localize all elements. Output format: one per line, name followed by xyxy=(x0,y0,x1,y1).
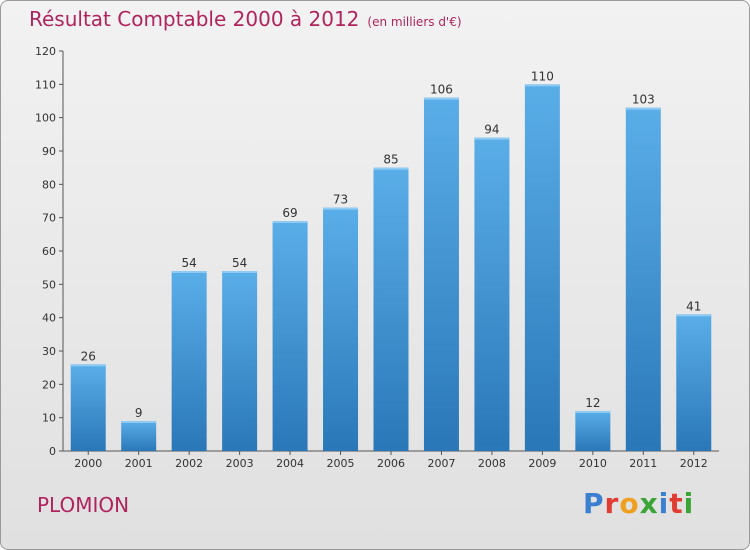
data-label-2003: 54 xyxy=(232,256,247,270)
bar-top-edge xyxy=(575,411,611,413)
y-tick-label: 120 xyxy=(35,45,56,58)
y-tick-label: 30 xyxy=(42,345,56,358)
proxiti-logo: Proxiti xyxy=(583,487,694,520)
data-label-2001: 9 xyxy=(135,406,143,420)
data-label-2004: 69 xyxy=(282,206,297,220)
bar-top-edge xyxy=(524,84,560,87)
logo-letter: x xyxy=(639,487,659,520)
bar-2012 xyxy=(676,314,712,451)
x-tick-label-2012: 2012 xyxy=(680,457,708,470)
y-tick-label: 50 xyxy=(42,278,56,291)
y-tick-label: 110 xyxy=(35,78,56,91)
bar-top-edge xyxy=(423,97,459,100)
bar-top-edge xyxy=(272,221,308,223)
bar-2007 xyxy=(423,97,459,452)
bar-2009 xyxy=(524,84,560,451)
data-label-2011: 103 xyxy=(632,93,655,107)
bar-2004 xyxy=(272,221,308,451)
title-text: Résultat Comptable 2000 à 2012 xyxy=(29,7,360,31)
bar-2008 xyxy=(474,137,510,451)
bar-2000 xyxy=(70,364,106,451)
logo-letter: i xyxy=(658,487,670,520)
y-tick-label: 80 xyxy=(42,178,56,191)
y-tick-label: 60 xyxy=(42,245,56,258)
logo-letter: t xyxy=(669,487,684,520)
y-tick-label: 20 xyxy=(42,378,56,391)
bar-top-edge xyxy=(373,167,409,170)
bar-top-edge xyxy=(323,207,359,210)
bars xyxy=(70,84,712,452)
data-label-2010: 12 xyxy=(585,396,600,410)
x-tick-label-2004: 2004 xyxy=(276,457,304,470)
axes: 0 10 20 30 40 50 60 70 80 90 100 110 120 2000 2001 2002… xyxy=(35,45,719,470)
data-label-2000: 26 xyxy=(81,349,96,363)
bar-top-edge xyxy=(70,364,106,367)
logo-letter: r xyxy=(604,487,620,520)
place-name: PLOMION xyxy=(37,493,130,517)
logo-letter: o xyxy=(619,487,640,520)
y-tick-label: 10 xyxy=(42,412,56,425)
x-tick-label-2007: 2007 xyxy=(427,457,455,470)
data-label-2009: 110 xyxy=(531,69,554,83)
data-label-2007: 106 xyxy=(430,83,453,97)
bar-top-edge xyxy=(474,137,510,140)
bar-top-edge xyxy=(121,421,157,423)
x-tick-label-2000: 2000 xyxy=(74,457,102,470)
bar-2010 xyxy=(575,411,611,451)
bar-2006 xyxy=(373,167,409,451)
y-tick-label: 40 xyxy=(42,312,56,325)
y-tick-label: 100 xyxy=(35,112,56,125)
x-tick-label-2005: 2005 xyxy=(327,457,355,470)
bar-top-edge xyxy=(625,107,661,110)
x-tick-label-2008: 2008 xyxy=(478,457,506,470)
data-label-2008: 94 xyxy=(484,123,499,137)
bar-2001 xyxy=(121,421,157,451)
data-label-2005: 73 xyxy=(333,193,348,207)
logo-letter: P xyxy=(583,487,605,520)
chart-subtitle: (en milliers d'€) xyxy=(367,15,462,29)
data-label-2012: 41 xyxy=(686,299,701,313)
x-tick-label-2003: 2003 xyxy=(226,457,254,470)
y-tick-label: 90 xyxy=(42,145,56,158)
x-tick-label-2002: 2002 xyxy=(175,457,203,470)
data-label-2002: 54 xyxy=(182,256,197,270)
x-tick-label-2006: 2006 xyxy=(377,457,405,470)
bar-2005 xyxy=(323,207,359,451)
y-tick-label: 70 xyxy=(42,212,56,225)
chart-title: Résultat Comptable 2000 à 2012 (en millie… xyxy=(29,7,462,31)
bar-top-edge xyxy=(222,271,258,273)
data-label-2006: 85 xyxy=(383,153,398,167)
x-tick-label-2010: 2010 xyxy=(579,457,607,470)
x-tick-label-2001: 2001 xyxy=(125,457,153,470)
data-labels: 26 9 54 54 69 73 85 106 94 110 12 103 41 xyxy=(81,69,702,420)
bar-top-edge xyxy=(171,271,207,273)
logo-letter: i xyxy=(683,487,695,520)
bar-top-edge xyxy=(676,314,712,317)
bar-2002 xyxy=(171,271,207,451)
y-tick-label: 0 xyxy=(49,445,56,458)
bar-2011 xyxy=(625,107,661,452)
x-tick-label-2009: 2009 xyxy=(528,457,556,470)
x-tick-label-2011: 2011 xyxy=(629,457,657,470)
bar-2003 xyxy=(222,271,258,451)
